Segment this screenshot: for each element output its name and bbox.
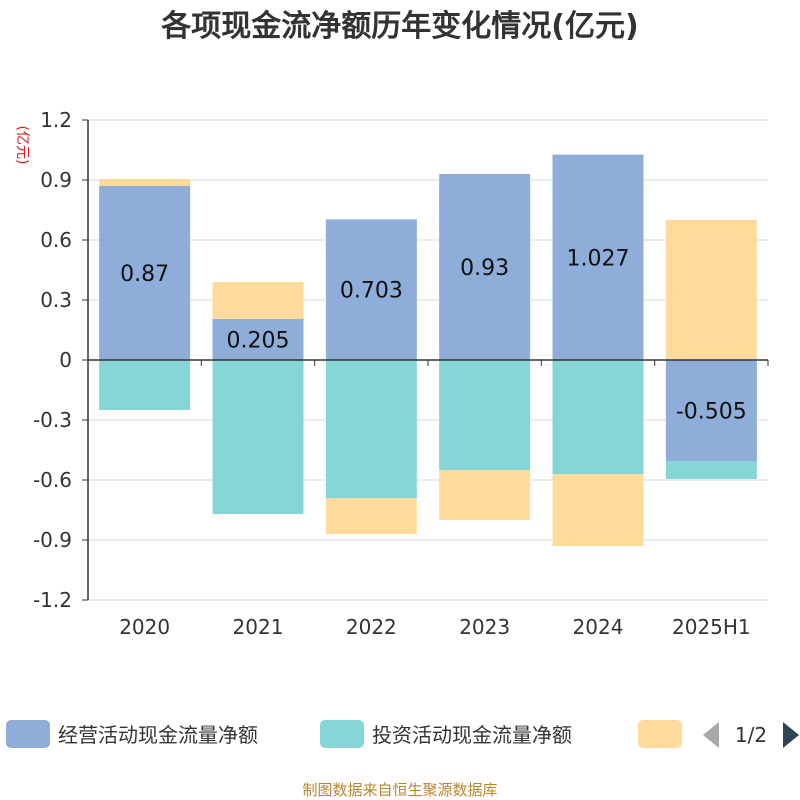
y-tick-label: 1.2: [40, 108, 72, 132]
bar-series-1-2020[interactable]: [99, 360, 191, 410]
legend-label-operating: 经营活动现金流量净额: [58, 723, 258, 747]
legend: 经营活动现金流量净额 投资活动现金流量净额 1/2: [6, 720, 799, 748]
bar-series-1-2021[interactable]: [212, 360, 304, 514]
bar-series-0-2024[interactable]: [552, 154, 644, 360]
legend-item-investing[interactable]: 投资活动现金流量净额: [320, 720, 572, 748]
data-label: 1.027: [567, 246, 630, 271]
y-tick-label: 0.6: [40, 228, 72, 252]
data-labels: 0.87 0.205 0.703 0.93 1.027 -0.505: [120, 246, 747, 424]
bar-series-1-2023[interactable]: [439, 360, 531, 470]
x-tick-label: 2022: [346, 615, 397, 639]
y-tick-label: 0.9: [40, 168, 72, 192]
bar-series-1-2022[interactable]: [325, 360, 417, 498]
data-label: 0.87: [120, 262, 169, 287]
triangle-left-icon: [703, 722, 719, 748]
y-tick-label: -0.9: [33, 528, 72, 552]
bar-series-2-2023[interactable]: [439, 470, 531, 520]
data-label: 0.703: [340, 279, 403, 304]
legend-swatch-third-series: [638, 720, 682, 748]
chart-title: 各项现金流净额历年变化情况(亿元): [160, 9, 638, 44]
legend-item-third-series[interactable]: [638, 720, 682, 748]
y-tick-label: 0.3: [40, 288, 72, 312]
bar-series-0-2021[interactable]: [212, 319, 304, 360]
axes: 1.2 0.9 0.6 0.3 0 -0.3 -0.6 -0.9 -1.2 2020 2021 202…: [33, 108, 769, 639]
bar-series-2-2024[interactable]: [552, 474, 644, 546]
legend-item-operating[interactable]: 经营活动现金流量净额: [6, 720, 258, 748]
legend-swatch-investing: [320, 720, 364, 748]
bar-series-1-2025H1[interactable]: [665, 461, 757, 479]
y-tick-label: 0: [59, 348, 72, 372]
x-tick-label: 2025H1: [672, 615, 751, 639]
triangle-right-icon: [783, 722, 799, 748]
x-tick-label: 2020: [119, 615, 170, 639]
legend-label-investing: 投资活动现金流量净额: [372, 723, 572, 747]
bar-series-2-2025H1[interactable]: [665, 220, 757, 360]
bar-series-2-2022[interactable]: [325, 498, 417, 534]
source-note: 制图数据来自恒生聚源数据库: [302, 781, 497, 799]
legend-page-indicator: 1/2: [735, 723, 767, 747]
x-tick-label: 2023: [459, 615, 510, 639]
bars: [99, 154, 757, 546]
bar-series-0-2020[interactable]: [99, 186, 191, 360]
bar-series-1-2024[interactable]: [552, 360, 644, 474]
data-label: 0.93: [460, 256, 509, 281]
bar-series-2-2020[interactable]: [99, 179, 191, 186]
data-label: -0.505: [676, 400, 747, 425]
bar-series-2-2021[interactable]: [212, 282, 304, 319]
y-tick-label: -1.2: [33, 588, 72, 612]
x-tick-label: 2021: [233, 615, 284, 639]
legend-swatch-operating: [6, 720, 50, 748]
bar-series-0-2022[interactable]: [325, 219, 417, 360]
legend-prev-page-button[interactable]: [703, 722, 719, 748]
y-tick-label: -0.3: [33, 408, 72, 432]
data-label: 0.205: [227, 329, 290, 354]
x-tick-label: 2024: [573, 615, 624, 639]
bar-series-0-2025H1[interactable]: [665, 360, 757, 461]
bar-series-0-2023[interactable]: [439, 174, 531, 360]
y-axis-unit-label: (亿元): [14, 126, 30, 165]
y-tick-label: -0.6: [33, 468, 72, 492]
legend-next-page-button[interactable]: [783, 722, 799, 748]
